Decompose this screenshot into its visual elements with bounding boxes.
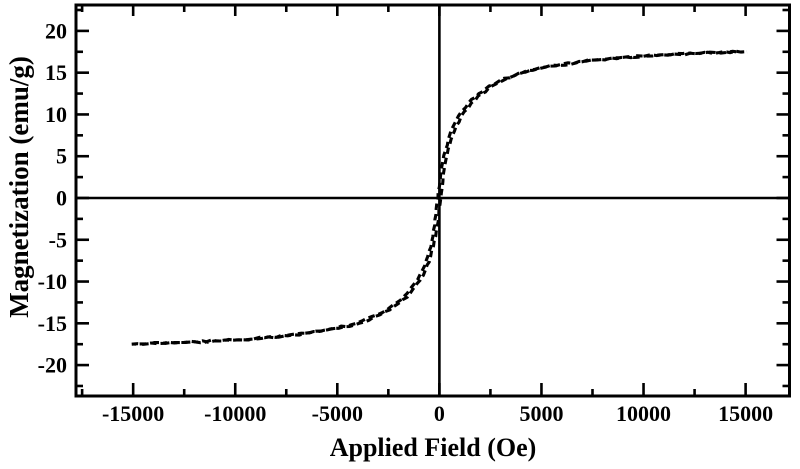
- y-tick-label: -5: [49, 227, 67, 252]
- y-tick-label: 5: [56, 144, 67, 169]
- y-tick-label: -10: [38, 269, 67, 294]
- x-tick-label: 5000: [519, 401, 563, 426]
- y-tick-label: 0: [56, 185, 67, 210]
- y-tick-label: -20: [38, 353, 67, 378]
- x-axis-title: Applied Field (Oe): [329, 433, 537, 462]
- x-tick-label: 10000: [616, 401, 671, 426]
- y-tick-label: -15: [38, 311, 67, 336]
- y-axis-title: Magnetization (emu/g): [4, 56, 34, 318]
- x-tick-label: -15000: [102, 401, 164, 426]
- y-tick-label: 10: [45, 102, 67, 127]
- x-tick-label: -5000: [312, 401, 363, 426]
- x-tick-label: -10000: [204, 401, 266, 426]
- x-tick-label: 15000: [718, 401, 773, 426]
- magnetization-curve: [134, 49, 748, 346]
- plot-frame: [74, 3, 791, 398]
- x-tick-label: 0: [434, 401, 445, 426]
- magnetization-curve: [131, 49, 745, 346]
- y-tick-label: 20: [45, 18, 67, 43]
- y-tick-label: 15: [45, 60, 67, 85]
